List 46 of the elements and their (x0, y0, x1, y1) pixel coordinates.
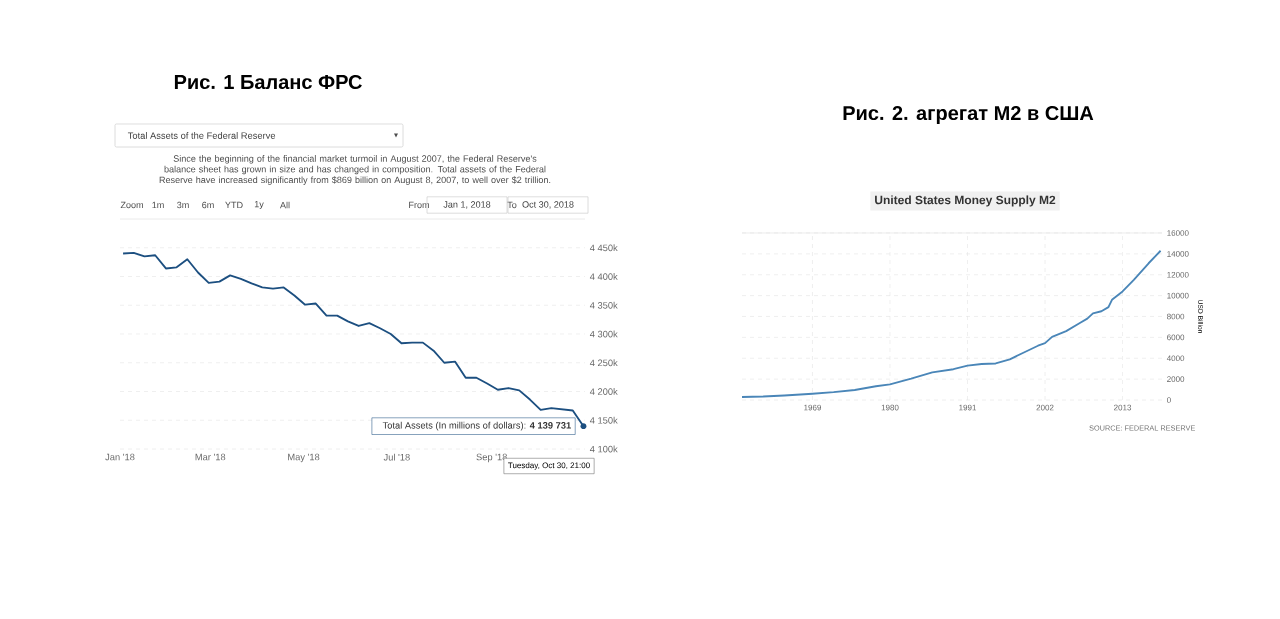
x-tick-label: Mar '18 (195, 453, 226, 461)
chart-title: Рис. 2. агрегат М2 в США (843, 105, 1094, 125)
text: YTD (225, 201, 243, 209)
y-tick-label: 4 450k (589, 244, 618, 252)
y-tick-label: 8000 (1167, 313, 1185, 320)
text: 1y (254, 200, 264, 210)
x-tick-label: 1991 (959, 404, 977, 411)
y-tick-label: 4 400k (589, 273, 618, 280)
annotation: Total Assets (In millions of dollars): 4 139 731 (382, 421, 571, 431)
x-tick-label: Jan '18 (105, 453, 135, 461)
text: Since the beginning of the financial market turmoil in August 2007, the Federal Reserve's balance sheet has grown in size and has changed in composition. Total assets of the Federal Reserve have increased significantly from $869 billion on August 8, 2007, to well over $2 trillion. (159, 155, 551, 185)
chart-subtitle: Total Assets of the Federal Reserve (127, 132, 276, 139)
y-tick-label: 4 100k (589, 445, 618, 453)
line-series (742, 249, 1162, 398)
x-tick-label: May '18 (288, 453, 320, 463)
y-tick-label: 4 250k (589, 359, 618, 367)
text: Jan 1, 2018 (443, 201, 491, 209)
text: From (409, 201, 429, 209)
y-tick-label: 4000 (1166, 355, 1185, 362)
text: Oct 30, 2018 (522, 201, 574, 209)
x-tick-label: Jul '18 (383, 453, 410, 461)
y-tick-label: 4 200k (589, 388, 618, 395)
text: Zoom (120, 201, 144, 209)
y-tick-label: 10000 (1167, 292, 1189, 299)
text: 6m (202, 201, 214, 209)
y-tick-label: 4 350k (589, 301, 618, 309)
y-tick-label: 12000 (1167, 271, 1189, 278)
y-tick-label: 2000 (1167, 376, 1185, 382)
x-tick-label: Sep '18 (476, 453, 507, 463)
y-tick-label: 0 (1167, 397, 1171, 403)
text: Tuesday, Oct 30, 21:00 (508, 462, 590, 470)
text: 3m (177, 201, 189, 209)
x-tick-label: 1969 (804, 404, 821, 411)
x-tick-label: 2013 (1114, 404, 1132, 411)
text: To (507, 201, 517, 209)
y-tick-label: 6000 (1167, 334, 1185, 341)
y-tick-label: 4 300k (589, 330, 618, 338)
y-tick-label: 16000 (1167, 230, 1189, 236)
text: All (279, 201, 290, 209)
x-tick-label: 1980 (881, 404, 899, 411)
text: 1m (152, 201, 164, 209)
y-tick-label: 4 150k (589, 416, 618, 424)
x-tick-label: 2002 (1036, 404, 1054, 411)
y-tick-label: 14000 (1167, 251, 1189, 257)
chart-title: Рис. 1 Баланс ФРС (174, 74, 362, 90)
chart-subtitle: United States Money Supply M2 (875, 195, 1056, 207)
